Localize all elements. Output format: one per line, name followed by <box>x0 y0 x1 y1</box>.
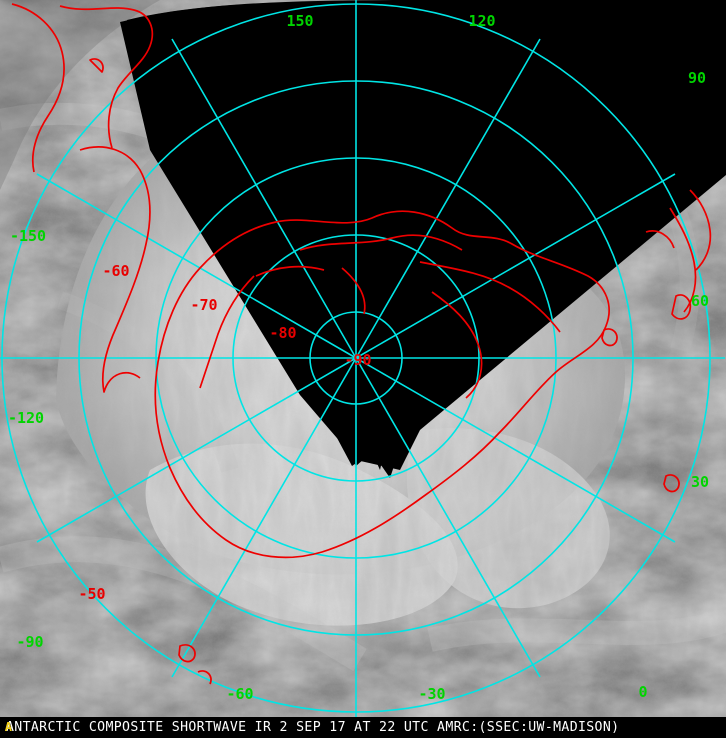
meridians <box>0 0 725 717</box>
meridian-105 <box>355 173 676 359</box>
lon-label-0: 0 <box>638 683 647 701</box>
meridian-75 <box>355 357 676 543</box>
south-america-andes <box>79 146 151 393</box>
lon-label--150: -150 <box>10 227 46 245</box>
island-small-3 <box>601 328 618 347</box>
lat-label--60: -60 <box>102 262 129 280</box>
meridian--60 <box>171 38 357 359</box>
meridian-0 <box>171 357 357 678</box>
island-small-4 <box>663 474 680 493</box>
meridian-120 <box>355 38 541 359</box>
coast-inner-3 <box>431 291 483 399</box>
amrc-logo-icon: A <box>4 720 13 734</box>
island-small-7 <box>89 58 104 73</box>
map-svg: 150 120 90 60 30 0 -30 -60 -90 -120 -150… <box>0 0 726 717</box>
new-zealand-north <box>689 189 712 271</box>
island-small-1 <box>645 230 675 249</box>
island-small-6 <box>197 670 212 685</box>
latitude-labels: -50 -60 -70 -80 -90 <box>78 262 371 603</box>
antarctica-coastline <box>154 210 610 559</box>
corner-shade-tl <box>0 0 160 190</box>
lon-label-90: 90 <box>688 69 706 87</box>
island-small-2 <box>671 294 692 320</box>
lon-label--120: -120 <box>8 409 44 427</box>
island-small-5 <box>178 644 196 663</box>
coast-inner-2 <box>419 261 561 333</box>
caption-bar: A ANTARCTIC COMPOSITE SHORTWAVE IR 2 SEP… <box>0 717 726 738</box>
graticule <box>0 0 725 717</box>
meridian--15 <box>36 357 357 543</box>
longitude-labels: 150 120 90 60 30 0 -30 -60 -90 -120 -150 <box>8 12 709 703</box>
coast-inner-4 <box>341 267 366 315</box>
lon-label--30: -30 <box>418 685 445 703</box>
lon-label--60: -60 <box>226 685 253 703</box>
lat-label--70: -70 <box>190 296 217 314</box>
south-america-west <box>11 3 65 173</box>
meridian--45 <box>36 173 357 359</box>
lon-label-150: 150 <box>286 12 313 30</box>
coastlines <box>11 3 712 685</box>
lon-label-120: 120 <box>468 12 495 30</box>
lat-label--80: -80 <box>269 324 296 342</box>
lon-label--90: -90 <box>16 633 43 651</box>
meridians-secondary <box>36 173 676 543</box>
satellite-map-canvas: 150 120 90 60 30 0 -30 -60 -90 -120 -150… <box>0 0 726 717</box>
lat-label--90: -90 <box>344 351 371 369</box>
south-america-north <box>59 5 154 149</box>
lat-label--50: -50 <box>78 585 105 603</box>
antarctic-peninsula <box>199 275 255 389</box>
caption-text: ANTARCTIC COMPOSITE SHORTWAVE IR 2 SEP 1… <box>6 720 620 735</box>
coast-inner-1 <box>299 234 463 251</box>
coast-inner-5 <box>255 265 325 277</box>
meridian-60 <box>355 357 541 678</box>
new-zealand-south <box>669 207 697 313</box>
lon-label-60: 60 <box>691 292 709 310</box>
lon-label-30: 30 <box>691 473 709 491</box>
data-gap-serrated-edge <box>160 98 726 470</box>
